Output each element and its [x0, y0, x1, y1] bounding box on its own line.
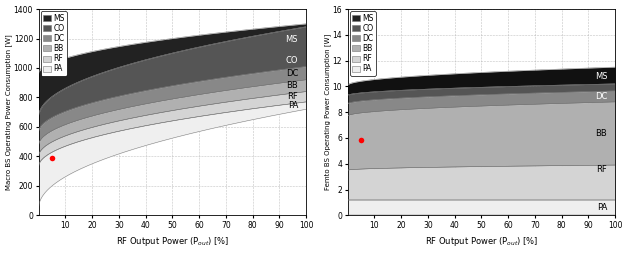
Text: BB: BB	[595, 129, 607, 138]
Text: RF: RF	[597, 165, 607, 174]
Text: PA: PA	[597, 203, 607, 212]
X-axis label: RF Output Power (P$_{out}$) [%]: RF Output Power (P$_{out}$) [%]	[425, 235, 538, 248]
Text: CO: CO	[286, 56, 298, 65]
Text: PA: PA	[288, 101, 298, 110]
Legend: MS, CO, DC, BB, RF, PA: MS, CO, DC, BB, RF, PA	[41, 11, 67, 76]
Text: DC: DC	[286, 69, 298, 78]
Y-axis label: Femto BS Operating Power Consumption [W]: Femto BS Operating Power Consumption [W]	[325, 34, 331, 190]
Text: DC: DC	[595, 92, 607, 101]
X-axis label: RF Output Power (P$_{out}$) [%]: RF Output Power (P$_{out}$) [%]	[116, 235, 229, 248]
Legend: MS, CO, DC, BB, RF, PA: MS, CO, DC, BB, RF, PA	[350, 11, 376, 76]
Text: MS: MS	[595, 72, 607, 81]
Text: BB: BB	[286, 81, 298, 90]
Y-axis label: Macro BS Operating Power Consumption [W]: Macro BS Operating Power Consumption [W]	[6, 34, 13, 190]
Text: MS: MS	[286, 35, 298, 44]
Text: RF: RF	[287, 92, 298, 101]
